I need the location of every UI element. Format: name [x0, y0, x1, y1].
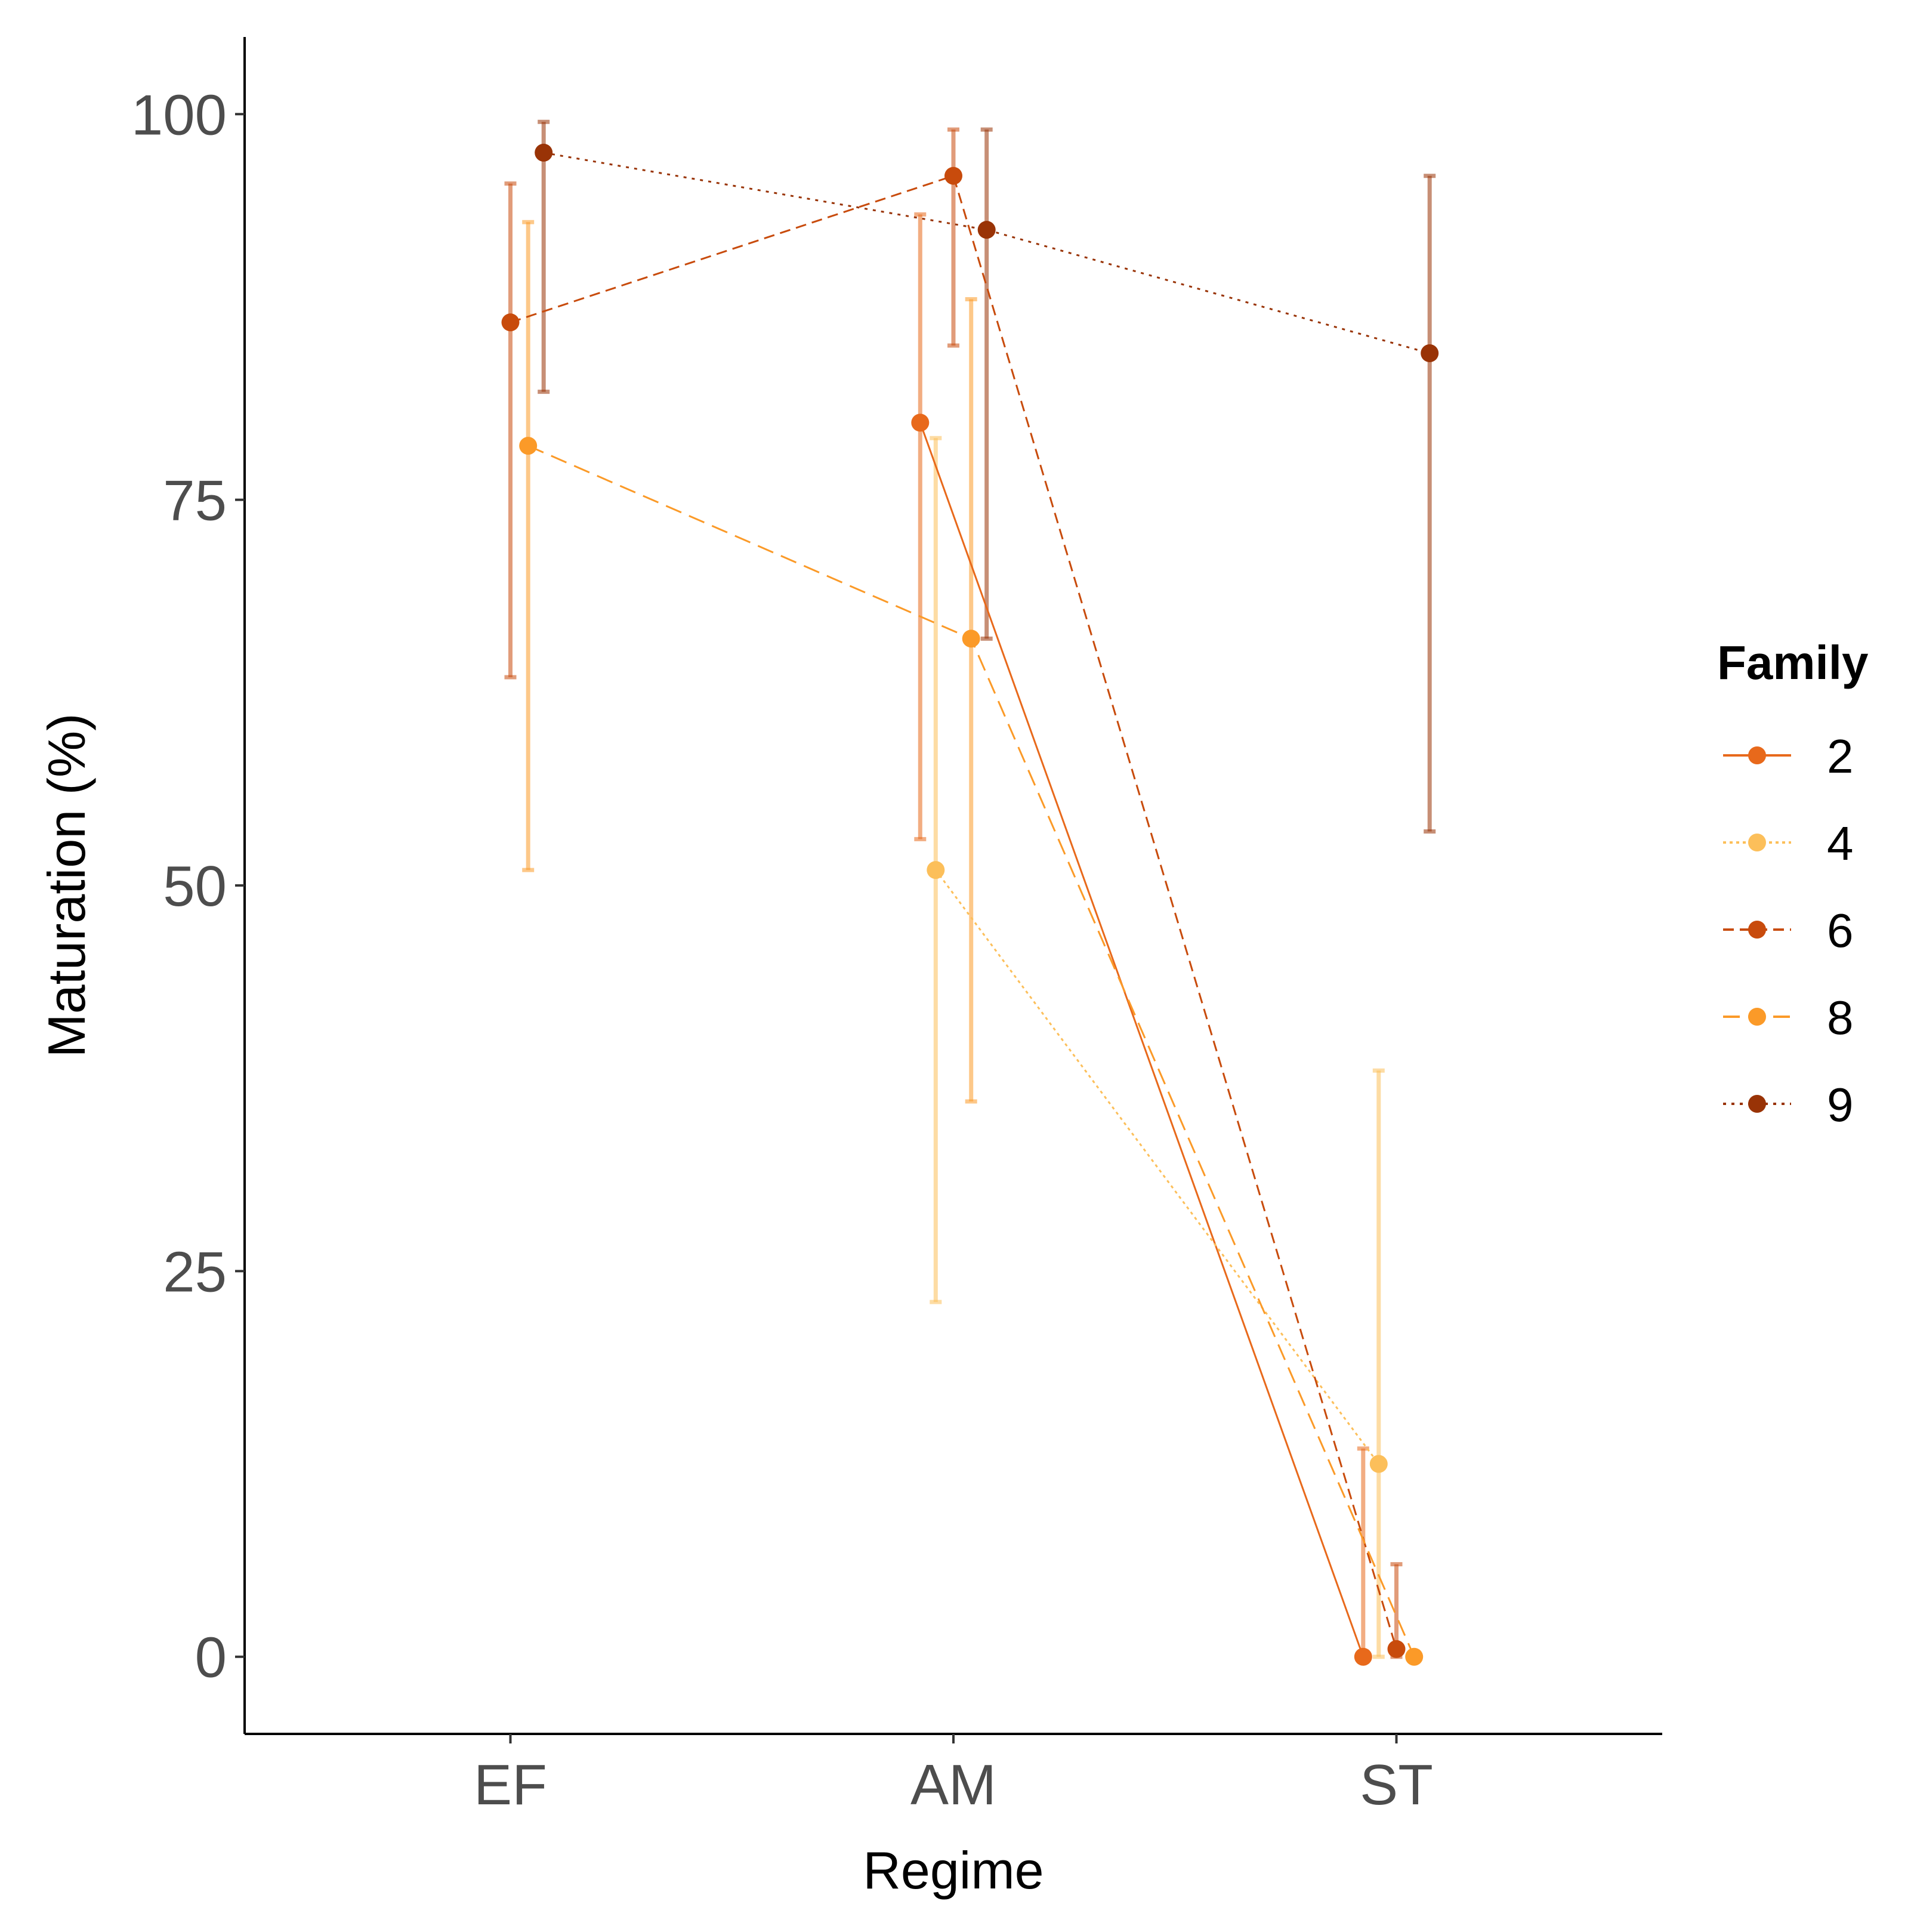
- error-bar-family-8: [965, 297, 977, 1104]
- point-family-2: [1354, 1647, 1372, 1666]
- point-family-6: [1387, 1640, 1406, 1658]
- y-tick-label: 25: [163, 1240, 227, 1304]
- point-family-4: [927, 861, 945, 879]
- x-tick-label: EF: [474, 1753, 547, 1817]
- error-bar-family-9: [538, 119, 550, 394]
- legend-title: Family: [1717, 636, 1869, 689]
- error-bar-family-6: [504, 181, 517, 680]
- x-tick-label: ST: [1360, 1753, 1433, 1817]
- error-bar-family-2: [914, 212, 927, 841]
- point-family-9: [977, 221, 996, 239]
- legend-key-point: [1748, 834, 1766, 851]
- legend-item-family-6: 6: [1723, 904, 1854, 957]
- legend-item-family-2: 2: [1723, 730, 1854, 783]
- legend-item-family-8: 8: [1723, 991, 1854, 1044]
- point-family-8: [962, 629, 980, 648]
- error-bar-family-9: [1424, 174, 1436, 834]
- point-family-8: [519, 437, 538, 455]
- y-tick-label: 0: [195, 1626, 227, 1690]
- point-family-6: [501, 313, 520, 332]
- legend-key-point: [1748, 746, 1766, 764]
- point-family-2: [911, 413, 930, 432]
- point-family-6: [944, 166, 962, 185]
- legend-item-family-4: 4: [1723, 817, 1854, 870]
- legend: Family 2 4 6 8 9: [1717, 636, 1869, 1131]
- line-family-6: [510, 174, 1397, 1650]
- x-ticks: EF AM ST: [474, 1734, 1433, 1817]
- legend-label: 6: [1827, 904, 1854, 957]
- x-tick-label: AM: [910, 1753, 996, 1817]
- error-bar-family-9: [980, 127, 993, 641]
- legend-key-point: [1748, 921, 1766, 939]
- point-family-8: [1405, 1647, 1424, 1666]
- line-family-2: [919, 422, 1365, 1658]
- legend-keys: 2 4 6 8 9: [1723, 730, 1854, 1131]
- y-tick-label: 100: [131, 83, 227, 147]
- plot-area: 0 25 50 75 100 EF AM ST: [131, 37, 1662, 1817]
- line-family-4: [935, 869, 1380, 1465]
- legend-label: 8: [1827, 991, 1854, 1044]
- legend-item-family-9: 9: [1723, 1078, 1854, 1131]
- error-bars: [504, 119, 1436, 1659]
- series-points: [501, 143, 1439, 1666]
- point-family-4: [1369, 1455, 1388, 1473]
- error-bar-family-8: [522, 220, 535, 872]
- y-axis-title: Maturation (%): [37, 713, 96, 1057]
- error-bar-family-2: [1357, 1446, 1369, 1659]
- legend-label: 4: [1827, 817, 1854, 870]
- error-bar-family-4: [1372, 1068, 1385, 1659]
- point-family-9: [1421, 344, 1439, 363]
- y-tick-label: 75: [163, 469, 227, 533]
- x-axis-title: Regime: [863, 1841, 1044, 1900]
- legend-key-point: [1748, 1008, 1766, 1026]
- legend-label: 9: [1827, 1078, 1854, 1131]
- y-tick-label: 50: [163, 854, 227, 918]
- legend-key-point: [1748, 1095, 1766, 1113]
- legend-label: 2: [1827, 730, 1854, 783]
- error-bar-family-6: [947, 127, 959, 348]
- point-family-9: [535, 143, 553, 162]
- y-ticks: 0 25 50 75 100: [131, 83, 245, 1690]
